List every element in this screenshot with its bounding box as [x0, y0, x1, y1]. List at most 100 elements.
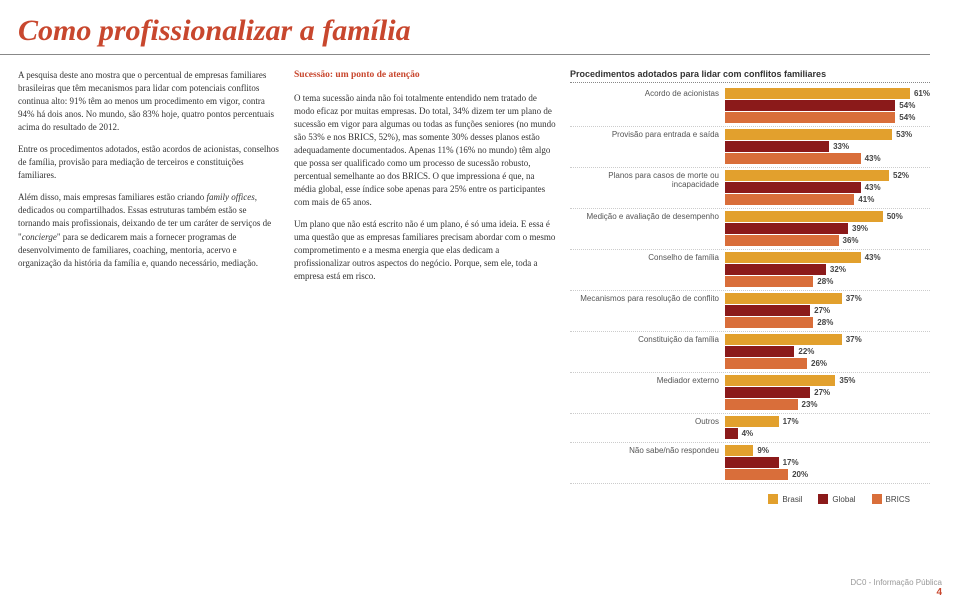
legend-item: Global	[818, 494, 855, 504]
text: Além disso, mais empresas familiares est…	[18, 192, 206, 202]
chart-bar-fill	[725, 112, 895, 123]
chart-bar: 9%	[725, 445, 930, 456]
chart-bar-fill	[725, 276, 813, 287]
chart-bar-fill	[725, 211, 883, 222]
chart-bar: 52%	[725, 170, 930, 181]
chart-bar-fill	[725, 387, 810, 398]
chart-bar-value: 20%	[792, 470, 808, 479]
chart-category-label: Acordo de acionistas	[570, 88, 725, 98]
chart-bar: 37%	[725, 293, 930, 304]
chart-row: Medição e avaliação de desempenho50%39%3…	[570, 209, 930, 250]
chart-bars: 9% 17% 20%	[725, 445, 930, 481]
legend-label: Brasil	[782, 495, 802, 504]
legend-item: BRICS	[872, 494, 910, 504]
chart-bar-value: 17%	[783, 458, 799, 467]
chart-bars: 37% 22% 26%	[725, 334, 930, 370]
chart-bar-fill	[725, 88, 910, 99]
chart-row: Planos para casos de morte ou incapacida…	[570, 168, 930, 209]
chart-bar: 17%	[725, 416, 930, 427]
chart-bar-value: 28%	[817, 318, 833, 327]
chart-bar-value: 28%	[817, 277, 833, 286]
chart-bar-value: 32%	[830, 265, 846, 274]
chart-category-label: Mediador externo	[570, 375, 725, 385]
chart-bar: 33%	[725, 141, 930, 152]
chart-category-label: Outros	[570, 416, 725, 426]
chart-bar: 23%	[725, 399, 930, 410]
chart-bar-value: 54%	[899, 101, 915, 110]
para: A pesquisa deste ano mostra que o percen…	[18, 69, 280, 134]
chart-row: Não sabe/não respondeu 9% 17% 20%	[570, 443, 930, 484]
chart-category-label: Planos para casos de morte ou incapacida…	[570, 170, 725, 189]
chart-bar: 27%	[725, 305, 930, 316]
chart-bar: 4%	[725, 428, 930, 439]
chart-bar: 53%	[725, 129, 930, 140]
chart-bars: 50%39%36%	[725, 211, 930, 247]
chart-bar-fill	[725, 293, 842, 304]
footer-tag: DC0 - Informação Pública	[850, 578, 942, 587]
chart-row: Acordo de acionistas61% 54% 54%	[570, 86, 930, 127]
chart-bar-value: 9%	[757, 446, 769, 455]
chart-bar: 61%	[725, 88, 930, 99]
chart-category-label: Constituição da família	[570, 334, 725, 344]
chart-bar-value: 22%	[798, 347, 814, 356]
chart-bar: 28%	[725, 276, 930, 287]
chart-bar: 27%	[725, 387, 930, 398]
chart-bar: 26%	[725, 358, 930, 369]
chart-bar: 50%	[725, 211, 930, 222]
chart-bar: 36%	[725, 235, 930, 246]
chart-category-label: Medição e avaliação de desempenho	[570, 211, 725, 221]
chart-bar: 28%	[725, 317, 930, 328]
chart-bar-value: 35%	[839, 376, 855, 385]
chart-bar-value: 27%	[814, 306, 830, 315]
chart-bar-value: 50%	[887, 212, 903, 221]
chart-bar-fill	[725, 416, 779, 427]
chart-bars: 35% 27% 23%	[725, 375, 930, 411]
chart-bar-fill	[725, 100, 895, 111]
chart-category-label: Provisão para entrada e saída	[570, 129, 725, 139]
chart-row: Constituição da família37% 22% 26%	[570, 332, 930, 373]
column-left: A pesquisa deste ano mostra que o percen…	[18, 69, 280, 504]
page-title: Como profissionalizar a família	[0, 0, 930, 55]
chart-bar-value: 23%	[802, 400, 818, 409]
para: Além disso, mais empresas familiares est…	[18, 191, 280, 269]
chart-legend: Brasil Global BRICS	[570, 494, 930, 504]
chart-row: Outros17%4%	[570, 414, 930, 443]
chart-bars: 61% 54% 54%	[725, 88, 930, 124]
chart-bars: 43% 32% 28%	[725, 252, 930, 288]
chart-bar-fill	[725, 223, 848, 234]
chart-bar: 22%	[725, 346, 930, 357]
para: Entre os procedimentos adotados, estão a…	[18, 143, 280, 182]
chart-bar-value: 33%	[833, 142, 849, 151]
chart-bar-fill	[725, 252, 861, 263]
chart-bars: 53% 33% 43%	[725, 129, 930, 165]
chart-bar: 43%	[725, 252, 930, 263]
chart-bar-fill	[725, 305, 810, 316]
chart-bar-value: 43%	[865, 154, 881, 163]
chart-bar-fill	[725, 399, 798, 410]
chart-bar-fill	[725, 334, 842, 345]
chart-row: Mecanismos para resolução de conflito37%…	[570, 291, 930, 332]
chart-bar-fill	[725, 182, 861, 193]
chart-bar-value: 43%	[865, 183, 881, 192]
chart-body: Acordo de acionistas61%54%54%Provisão pa…	[570, 86, 930, 484]
chart-category-label: Não sabe/não respondeu	[570, 445, 725, 455]
chart-bar-value: 4%	[742, 429, 754, 438]
chart-bar-value: 52%	[893, 171, 909, 180]
chart-bar-fill	[725, 129, 892, 140]
chart-row: Provisão para entrada e saída 53% 33% 43%	[570, 127, 930, 168]
chart-bar-fill	[725, 194, 854, 205]
chart-column: Procedimentos adotados para lidar com co…	[570, 69, 930, 504]
chart-bar: 43%	[725, 153, 930, 164]
legend-label: Global	[832, 495, 855, 504]
chart-bar: 37%	[725, 334, 930, 345]
chart-bar: 54%	[725, 112, 930, 123]
chart-bar: 32%	[725, 264, 930, 275]
chart-bar-fill	[725, 358, 807, 369]
chart-bars: 17%4%	[725, 416, 930, 440]
chart-bar-fill	[725, 346, 794, 357]
chart-bar: 54%	[725, 100, 930, 111]
chart-bar-value: 53%	[896, 130, 912, 139]
chart-bar-fill	[725, 264, 826, 275]
page-footer: DC0 - Informação Pública 4	[850, 578, 942, 598]
chart-category-label: Conselho de família	[570, 252, 725, 262]
